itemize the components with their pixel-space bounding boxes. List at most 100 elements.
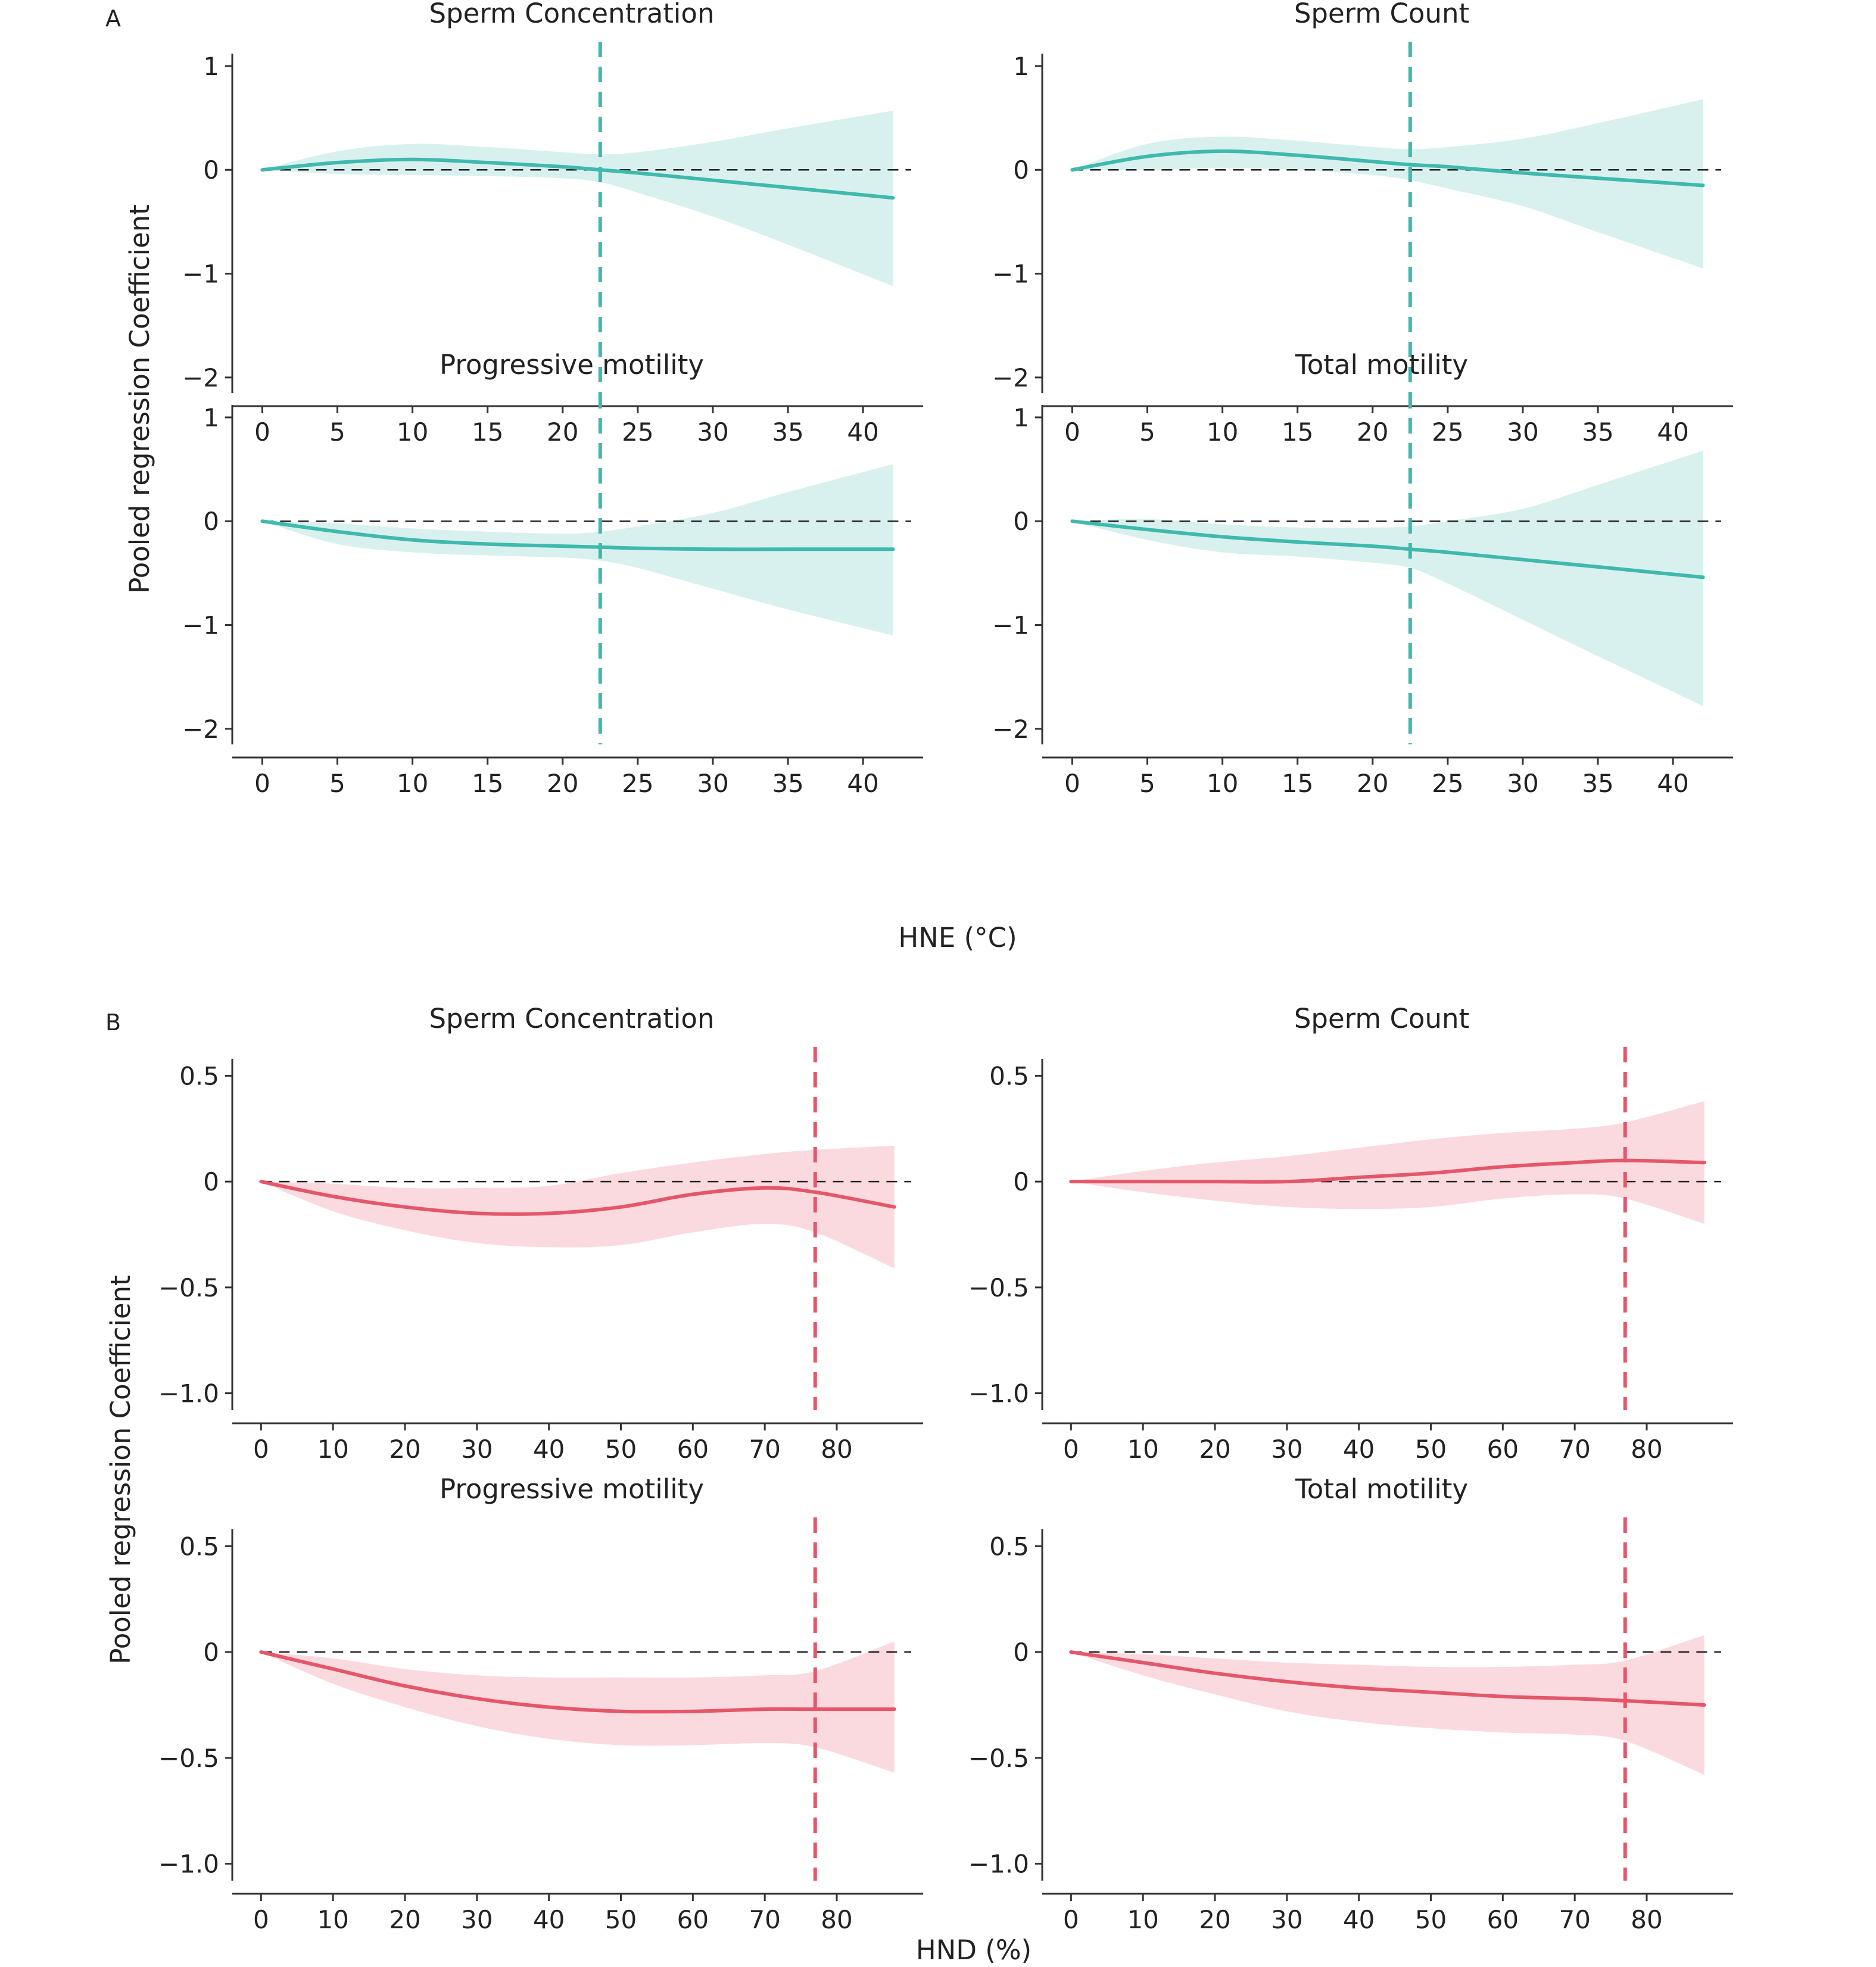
y-tick-label: −2: [182, 715, 219, 744]
x-tick-label: 50: [1415, 1905, 1447, 1934]
confidence-band: [1071, 1101, 1704, 1224]
y-tick-label: −0.5: [158, 1273, 219, 1302]
estimate-curve: [259, 1180, 896, 1216]
confidence-band: [1071, 1635, 1704, 1775]
y-tick-label: 0: [1013, 507, 1029, 536]
panel-title: Sperm Concentration: [429, 1003, 714, 1034]
y-tick-label: 0: [203, 507, 219, 536]
x-tick-label: 25: [622, 417, 653, 447]
confidence-band: [261, 1641, 895, 1773]
x-tick-label: 30: [1507, 769, 1538, 798]
x-tick-label: 15: [1282, 769, 1313, 798]
x-tick-label: 70: [1559, 1905, 1590, 1934]
x-tick-label: 70: [749, 1435, 780, 1464]
x-tick-label: 0: [254, 417, 270, 447]
x-tick-label: 15: [472, 769, 503, 798]
x-tick-label: 80: [821, 1905, 852, 1934]
estimate-curve: [260, 157, 895, 200]
x-tick-label: 25: [622, 769, 653, 798]
x-tick-label: 15: [1282, 417, 1313, 447]
panel-title: Progressive motility: [440, 349, 704, 381]
x-tick-label: 80: [1631, 1905, 1662, 1934]
y-tick-label: 0: [203, 155, 219, 185]
y-tick-label: −2: [992, 715, 1029, 744]
x-tick-label: 25: [1432, 417, 1463, 447]
x-tick-label: 35: [1582, 417, 1613, 447]
x-axis-label-a: HNE (°C): [898, 922, 1017, 953]
x-tick-label: 10: [1207, 769, 1238, 798]
y-tick-label: −1: [992, 611, 1029, 640]
x-tick-label: 0: [1064, 417, 1080, 447]
x-tick-label: 10: [317, 1435, 348, 1464]
y-tick-label: 0: [203, 1638, 219, 1667]
panel-title: Sperm Count: [1294, 1003, 1469, 1034]
x-tick-label: 30: [697, 769, 728, 798]
y-tick-label: −1: [182, 260, 219, 289]
x-tick-label: 25: [1432, 769, 1463, 798]
x-tick-label: 35: [1582, 769, 1613, 798]
x-tick-label: 50: [605, 1905, 637, 1934]
x-tick-label: 5: [1139, 769, 1155, 798]
y-tick-label: −0.5: [968, 1744, 1029, 1773]
x-tick-label: 60: [1487, 1905, 1519, 1934]
y-tick-label: −0.5: [158, 1744, 219, 1773]
x-tick-label: 20: [547, 769, 578, 798]
x-tick-label: 30: [1507, 417, 1538, 447]
x-tick-label: 10: [1127, 1435, 1158, 1464]
confidence-band: [261, 1145, 895, 1268]
panel-title: Total motility: [1295, 1473, 1468, 1505]
estimate-curve: [1069, 1650, 1706, 1707]
confidence-band: [262, 464, 893, 635]
x-tick-label: 70: [749, 1905, 780, 1934]
x-tick-label: 0: [254, 769, 270, 798]
estimate-curve: [260, 519, 895, 551]
estimate-curve: [1069, 1158, 1706, 1184]
x-tick-label: 70: [1559, 1435, 1590, 1464]
x-axis-label-b: HND (%): [916, 1934, 1032, 1966]
x-tick-label: 80: [821, 1435, 852, 1464]
y-tick-label: 0.5: [989, 1532, 1029, 1561]
x-tick-label: 80: [1631, 1435, 1662, 1464]
x-tick-label: 40: [533, 1435, 565, 1464]
y-tick-label: 1: [1013, 52, 1029, 81]
y-tick-label: 1: [1013, 403, 1029, 432]
x-tick-label: 5: [329, 417, 345, 447]
panel-b-sperm-count: 0.5 0 −0.5 −1.0 0 10 20 30 40 50 60 70 80 Sperm Count: [968, 1003, 1733, 1464]
x-tick-label: 35: [772, 769, 803, 798]
x-tick-label: 20: [547, 417, 578, 447]
y-tick-label: −2: [182, 363, 219, 392]
x-tick-label: 5: [1139, 417, 1155, 447]
y-tick-label: −1: [992, 260, 1029, 289]
y-tick-label: −1.0: [158, 1850, 219, 1879]
x-tick-label: 30: [461, 1905, 493, 1934]
y-axis-label-a: Pooled regression Coefficient: [124, 204, 155, 594]
x-tick-label: 10: [1127, 1905, 1158, 1934]
y-axis-label-b: Pooled regression Coefficient: [105, 1275, 136, 1664]
panel-title: Total motility: [1295, 349, 1468, 381]
y-tick-label: −2: [992, 363, 1029, 392]
confidence-band: [1072, 99, 1703, 269]
x-tick-label: 20: [389, 1435, 420, 1464]
y-tick-label: −1.0: [968, 1379, 1029, 1408]
x-tick-label: 60: [677, 1435, 709, 1464]
y-tick-label: 1: [203, 403, 219, 432]
estimate-curve: [1070, 149, 1705, 188]
y-tick-label: 0: [1013, 155, 1029, 185]
x-tick-label: 10: [397, 417, 428, 447]
x-tick-label: 40: [1657, 769, 1688, 798]
panel-b-total-motility: 0.5 0 −0.5 −1.0 0 10 20 30 40 50 60 70 80 Total motil…: [968, 1473, 1733, 1934]
x-tick-label: 40: [533, 1905, 565, 1934]
y-tick-label: 0: [1013, 1638, 1029, 1667]
x-tick-label: 40: [1343, 1435, 1375, 1464]
x-tick-label: 0: [253, 1905, 269, 1934]
estimate-curve: [259, 1650, 896, 1714]
x-tick-label: 40: [1657, 417, 1688, 447]
x-tick-label: 20: [1199, 1905, 1230, 1934]
x-tick-label: 40: [1343, 1905, 1375, 1934]
y-tick-label: 0: [1013, 1167, 1029, 1196]
confidence-band: [262, 110, 893, 286]
